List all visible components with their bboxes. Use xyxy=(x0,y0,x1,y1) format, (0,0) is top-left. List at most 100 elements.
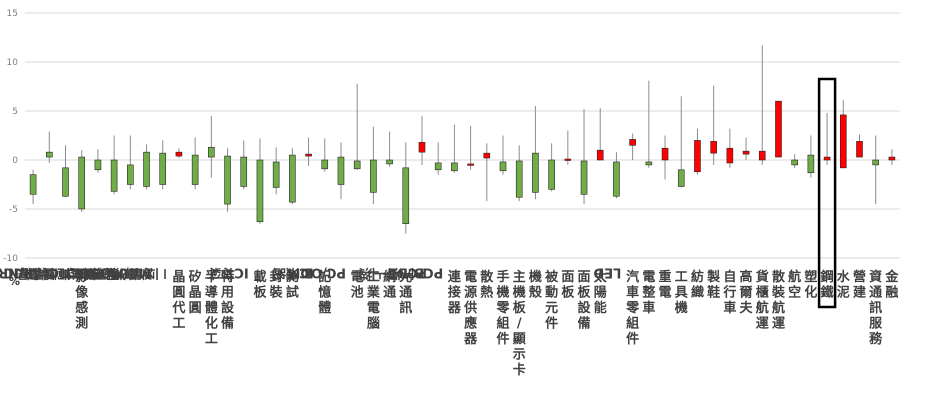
x-category-label: 資通訊服務 xyxy=(869,269,883,347)
x-category-label: 特用設備 xyxy=(220,269,235,332)
x-category-label: 矽晶圓 xyxy=(189,269,202,316)
x-category-label: 電源供應器 xyxy=(463,270,478,347)
x-category-label: MCU xyxy=(118,265,151,280)
x-category-label: 機殼 xyxy=(529,269,543,301)
candle-body xyxy=(775,100,782,158)
candle-body xyxy=(208,146,215,158)
candle-body xyxy=(499,161,507,172)
x-category-label: 工業電腦 xyxy=(366,270,381,332)
candle-body xyxy=(872,159,879,166)
x-category-label: 網通IC xyxy=(79,265,120,281)
x-category-label: 封裝 xyxy=(269,269,284,301)
unit-label: % xyxy=(9,275,20,288)
candle-body xyxy=(888,156,896,161)
highlight-box xyxy=(817,77,837,309)
x-category-label: 太陽能 xyxy=(593,269,608,316)
candle-body xyxy=(532,152,539,193)
x-category-label: 金融 xyxy=(884,269,899,301)
candle-body xyxy=(580,160,588,195)
x-category-label: 連接器 xyxy=(447,269,462,316)
candle-body xyxy=(596,149,604,161)
x-category-label: 工具機 xyxy=(675,270,688,316)
candle-body xyxy=(224,155,231,205)
x-category-label: 貨櫃航運 xyxy=(756,269,769,332)
x-axis-categories: IP/NRE/Turnkey驅動IC高速傳輸IC 影像感測消費性IC網通IC電源管… xyxy=(0,265,899,379)
candle-body xyxy=(159,152,167,185)
candle-body xyxy=(78,156,86,210)
x-category-label: 製鞋 xyxy=(706,269,720,301)
x-category-label: 手機零組件 xyxy=(496,269,511,347)
x-category-label: IC材料 xyxy=(207,265,249,281)
candle-body xyxy=(256,159,264,223)
candle-body xyxy=(791,159,798,166)
x-category-label: 電整車 xyxy=(641,270,656,316)
candle-body xyxy=(337,156,345,185)
candle-body xyxy=(175,151,183,157)
candle-body xyxy=(856,141,863,158)
candle-body xyxy=(305,153,312,157)
candle-body xyxy=(483,152,491,159)
x-category-label: 面板設備 xyxy=(578,270,592,332)
x-category-label: 紡織 xyxy=(691,269,704,301)
candle-body xyxy=(240,156,248,187)
candle-body xyxy=(451,162,458,172)
x-category-label: PCB下游 xyxy=(387,265,443,281)
x-category-label: 鋼鐵 xyxy=(820,269,834,301)
x-category-label: 重電 xyxy=(659,269,672,301)
y-axis-ticks: -10 -5 0 5 10 15 xyxy=(3,9,18,264)
x-category-label: 光通訊 xyxy=(398,269,412,316)
candle-body xyxy=(548,159,555,190)
y-tick-label: 0 xyxy=(12,156,18,166)
y-tick-label: 15 xyxy=(7,9,18,19)
x-category-label: LED xyxy=(593,265,621,280)
x-category-label: 水泥 xyxy=(837,269,851,301)
candle-body xyxy=(758,150,766,161)
x-category-label: 被動元件 xyxy=(544,269,559,332)
x-category-label: 晶圓代工 xyxy=(171,270,185,332)
x-category-label: 塑化 xyxy=(804,269,817,301)
candle-body xyxy=(677,169,685,187)
candle-body xyxy=(402,167,410,224)
candle-body xyxy=(46,151,53,158)
candle-body xyxy=(143,151,150,187)
candle-body xyxy=(515,160,523,198)
x-category-label: 網通 xyxy=(383,269,396,301)
x-category-label: 電池 xyxy=(351,270,364,301)
candle-body xyxy=(289,154,296,203)
x-category-label: PCB中上游 xyxy=(358,265,427,281)
x-category-label: 記憶體 xyxy=(317,269,331,316)
x-category-label: 汽車零組件 xyxy=(625,269,640,347)
candle-body xyxy=(645,161,653,166)
candle-body xyxy=(321,159,329,170)
candle-body xyxy=(629,139,636,146)
candle-bodies xyxy=(29,100,896,224)
x-category-label: 消費性IC xyxy=(50,265,104,281)
candle-body xyxy=(726,147,734,164)
candle-body xyxy=(807,154,815,174)
x-category-label: 影像感測 xyxy=(75,269,89,332)
candle-body xyxy=(823,156,831,161)
x-category-label: 自行車 xyxy=(722,269,736,316)
x-category-label: 電源管理IC xyxy=(69,265,135,281)
x-category-label: PC/ODM xyxy=(287,265,346,280)
y-tick-label: 5 xyxy=(12,107,18,117)
candle-body xyxy=(386,159,393,165)
y-tick-label: 10 xyxy=(7,58,19,68)
candle-body xyxy=(127,164,134,185)
candle-body xyxy=(434,162,442,171)
candle-body xyxy=(191,154,199,185)
candle-body xyxy=(353,160,361,170)
x-category-label: 半導體化工 xyxy=(205,269,218,347)
x-category-label: 面板 xyxy=(561,270,575,301)
candle-body xyxy=(467,163,474,166)
x-category-label: 高爾夫 xyxy=(739,269,754,316)
y-tick-label: -10 xyxy=(3,254,18,264)
candle-body xyxy=(742,150,750,155)
candle-body xyxy=(110,159,118,192)
candle-body xyxy=(661,147,669,161)
x-category-label: 營建 xyxy=(853,269,866,301)
x-category-label: IP/NRE/Turnkey xyxy=(0,265,38,280)
x-category-label: 散裝航運 xyxy=(771,269,786,332)
x-category-label: 航空 xyxy=(788,269,801,301)
